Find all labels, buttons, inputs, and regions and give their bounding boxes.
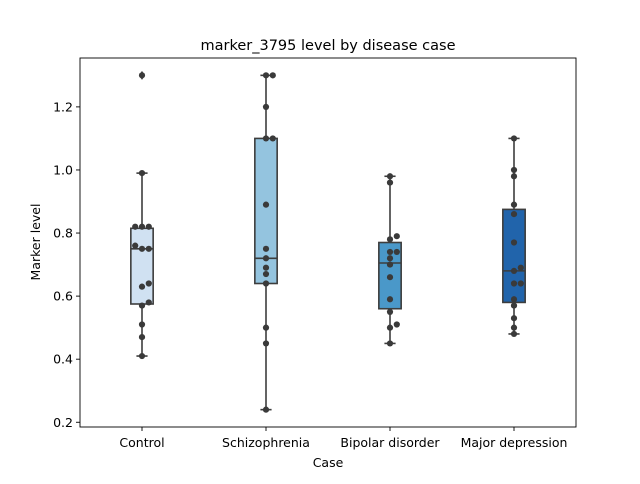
x-tick-label: Major depression: [461, 435, 568, 450]
data-point: [262, 245, 270, 252]
y-tick-label: 1.2: [53, 99, 73, 114]
data-point: [138, 302, 146, 309]
data-point: [510, 239, 518, 246]
data-point: [510, 280, 518, 287]
data-point: [386, 179, 394, 186]
data-point: [262, 135, 270, 142]
data-point: [510, 302, 518, 309]
data-point: [138, 283, 146, 290]
data-point: [386, 296, 394, 303]
data-point: [510, 315, 518, 322]
data-point: [517, 280, 524, 287]
y-tick-label: 0.4: [53, 352, 73, 367]
data-point: [510, 330, 518, 338]
data-point: [386, 274, 394, 281]
data-point: [262, 72, 270, 79]
data-point: [132, 223, 139, 230]
iqr-box: [130, 227, 154, 305]
data-point: [145, 299, 152, 306]
data-point: [393, 321, 400, 328]
data-point: [386, 261, 394, 268]
data-point: [138, 72, 146, 79]
axes-frame: [79, 57, 577, 428]
data-point: [262, 406, 270, 413]
data-point: [262, 255, 270, 262]
data-point: [386, 340, 394, 347]
data-point: [386, 324, 394, 331]
data-point: [510, 324, 518, 331]
y-tick-label: 1.0: [53, 162, 73, 177]
data-point: [145, 245, 152, 252]
iqr-box: [502, 208, 526, 304]
iqr-box: [254, 137, 278, 285]
data-point: [510, 173, 518, 180]
data-point: [386, 173, 394, 180]
data-point: [262, 270, 270, 278]
y-tick-label: 0.2: [53, 415, 73, 430]
data-point: [262, 280, 270, 287]
data-point: [138, 352, 146, 360]
data-point: [510, 166, 518, 174]
data-point: [132, 242, 139, 249]
plot-layer: 0.2 0.4 0.6 0.8 1.0 1.2 Control Schizophrenia Bi…: [53, 57, 577, 450]
data-point: [386, 255, 394, 262]
data-point: [510, 211, 518, 218]
data-point: [393, 248, 400, 256]
data-point: [517, 264, 524, 271]
data-point: [138, 245, 146, 252]
data-point: [269, 135, 276, 142]
x-tick-label: Bipolar disorder: [340, 435, 440, 450]
data-point: [510, 135, 518, 142]
data-point: [138, 321, 146, 328]
data-point: [262, 340, 270, 347]
x-tick-label: Schizophrenia: [222, 435, 310, 450]
data-point: [510, 296, 518, 303]
box-group-major-depression: [502, 137, 526, 335]
data-point: [386, 236, 394, 243]
data-point: [145, 280, 152, 287]
data-point: [510, 201, 518, 208]
data-point: [386, 248, 394, 256]
data-point: [262, 264, 270, 271]
data-point: [269, 72, 276, 79]
data-point: [262, 201, 270, 208]
data-point: [138, 170, 146, 177]
chart-title: marker_3795 level by disease case: [201, 38, 456, 54]
data-point: [262, 103, 270, 110]
data-point: [262, 324, 270, 331]
data-point: [138, 334, 146, 341]
x-tick-label: Control: [119, 435, 164, 450]
data-point: [145, 223, 152, 230]
y-axis-label: Marker level: [28, 204, 43, 281]
y-tick-label: 0.6: [53, 289, 73, 304]
data-point: [510, 267, 518, 274]
x-axis-label: Case: [313, 455, 344, 470]
data-point: [393, 233, 400, 240]
data-point: [386, 308, 394, 315]
y-tick-label: 0.8: [53, 226, 73, 241]
data-point: [138, 223, 146, 230]
